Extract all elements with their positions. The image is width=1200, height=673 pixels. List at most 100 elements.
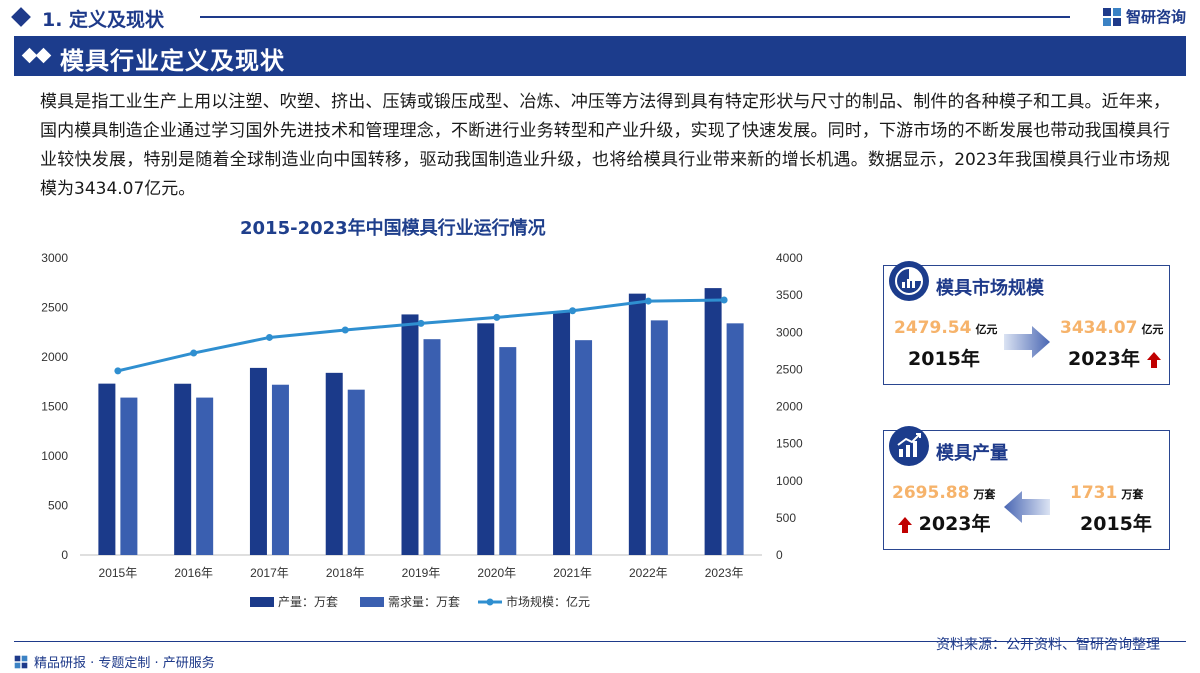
- y-right-tick-label: 500: [776, 511, 796, 525]
- x-tick-label: 2020年: [477, 566, 516, 580]
- y-right-tick-label: 1500: [776, 437, 803, 451]
- x-tick-label: 2021年: [553, 566, 592, 580]
- bar-output: [401, 314, 419, 555]
- market-size-from-year: 2015年: [908, 348, 980, 370]
- diamonds-icon: [21, 47, 54, 64]
- x-tick-label: 2018年: [326, 566, 365, 580]
- bar-demand: [423, 339, 441, 555]
- bar-demand: [726, 323, 744, 555]
- legend-swatch-marker: [486, 598, 494, 606]
- left-arrow-icon: [1004, 491, 1050, 523]
- output-card: 模具产量 2695.88 万套 2023年 1731 万套 2015年: [883, 426, 1170, 550]
- right-arrow-icon: [1004, 326, 1050, 358]
- bar-output: [477, 323, 495, 555]
- market-size-card: 模具市场规模 2479.54 亿元 2015年 3434.07 亿元 2023年: [883, 261, 1170, 385]
- legend-swatch: [250, 597, 274, 607]
- top-bar: 1. 定义及现状 智研咨询: [0, 0, 1200, 34]
- bar-output: [628, 293, 646, 555]
- market-size-to-year-row: 2023年: [1068, 344, 1161, 371]
- output-left-value: 2695.88: [892, 483, 970, 503]
- x-tick-label: 2022年: [629, 566, 668, 580]
- output-right-unit: 万套: [1121, 488, 1144, 501]
- data-source: 资料来源：公开资料、智研咨询整理: [936, 637, 1160, 653]
- bar-output: [174, 383, 192, 555]
- market-size-to-value: 3434.07: [1060, 318, 1138, 338]
- market-size-point: [569, 307, 577, 315]
- legend-label: 产量：万套: [278, 595, 338, 609]
- y-left-tick-label: 1000: [41, 449, 68, 463]
- footer-services: 精品研报 · 专题定制 · 产研服务: [14, 652, 215, 671]
- title-banner: 模具行业定义及现状: [14, 36, 1186, 76]
- footer-services-text: 精品研报 · 专题定制 · 产研服务: [34, 656, 215, 671]
- footer-logo-icon: [14, 655, 28, 668]
- header-divider: [200, 16, 1070, 18]
- chart-title: 2015-2023年中国模具行业运行情况: [240, 218, 546, 239]
- output-2015-value: 1731 万套: [1070, 483, 1143, 503]
- market-size-point: [341, 326, 349, 334]
- market-size-point: [644, 297, 652, 305]
- x-tick-label: 2023年: [705, 566, 744, 580]
- y-right-tick-label: 1000: [776, 474, 803, 488]
- y-right-tick-label: 0: [776, 548, 783, 562]
- market-size-from-value: 2479.54: [894, 318, 972, 338]
- banner-title: 模具行业定义及现状: [60, 47, 285, 75]
- market-size-point: [190, 349, 198, 357]
- output-2023-value: 2695.88 万套: [892, 483, 995, 503]
- y-right-tick-label: 3000: [776, 325, 803, 339]
- x-tick-label: 2016年: [174, 566, 213, 580]
- bar-demand: [120, 397, 138, 555]
- section-title: 1. 定义及现状: [42, 9, 165, 31]
- bar-output: [249, 367, 267, 555]
- y-left-tick-label: 3000: [41, 251, 68, 265]
- output-right-year: 2015年: [1080, 513, 1152, 535]
- x-tick-label: 2015年: [99, 566, 138, 580]
- market-size-point: [114, 367, 122, 375]
- market-size-2023-value: 3434.07 亿元: [1060, 318, 1163, 338]
- y-right-tick-label: 3500: [776, 288, 803, 302]
- market-size-to-year: 2023年: [1068, 348, 1140, 370]
- bar-output: [553, 311, 571, 555]
- bar-demand: [499, 347, 517, 555]
- up-arrow-icon: [1146, 351, 1161, 368]
- market-size-to-unit: 亿元: [1141, 323, 1164, 336]
- output-card-title: 模具产量: [936, 443, 1008, 464]
- output-left-year-row: 2023年: [898, 509, 991, 536]
- market-size-point: [720, 296, 728, 304]
- y-left-tick-label: 0: [61, 548, 68, 562]
- y-right-tick-label: 4000: [776, 251, 803, 265]
- x-tick-label: 2017年: [250, 566, 289, 580]
- market-size-point: [417, 319, 425, 327]
- x-tick-label: 2019年: [402, 566, 441, 580]
- bar-demand: [575, 340, 593, 555]
- market-size-2015-value: 2479.54 亿元: [894, 318, 997, 338]
- legend-label: 市场规模：亿元: [506, 594, 590, 609]
- bar-demand: [196, 397, 214, 555]
- brand: 智研咨询: [1102, 6, 1186, 27]
- y-right-tick-label: 2000: [776, 400, 803, 414]
- y-left-tick-label: 2000: [41, 350, 68, 364]
- bar-output: [98, 383, 116, 555]
- intro-paragraph: 模具是指工业生产上用以注塑、吹塑、挤出、压铸或锻压成型、冶炼、冲压等方法得到具有…: [40, 92, 1170, 199]
- bar-output: [325, 372, 343, 555]
- up-arrow-icon: [898, 516, 912, 533]
- market-size-point: [265, 333, 273, 341]
- output-left-year: 2023年: [918, 513, 991, 535]
- bar-line-chart: 0 500 1000 1500 2000 2500 3000 0 500 1000 1500 2000…: [41, 251, 803, 609]
- brand-name: 智研咨询: [1125, 8, 1186, 26]
- output-right-value: 1731: [1070, 483, 1118, 503]
- y-left-tick-label: 2500: [41, 301, 68, 315]
- output-left-unit: 万套: [973, 488, 996, 501]
- bar-output: [704, 288, 722, 555]
- bar-demand: [347, 389, 365, 555]
- market-size-from-unit: 亿元: [975, 323, 998, 336]
- bar-demand: [271, 384, 289, 555]
- y-left-tick-label: 500: [48, 499, 68, 513]
- market-size-point: [493, 313, 501, 321]
- legend-label: 需求量：万套: [388, 595, 460, 609]
- section-marker-icon: [11, 7, 31, 27]
- legend-swatch: [360, 597, 384, 607]
- market-size-card-title: 模具市场规模: [936, 278, 1044, 299]
- y-left-tick-label: 1500: [41, 400, 68, 414]
- market-size-icon: [889, 261, 929, 301]
- output-chart-icon: [889, 426, 929, 466]
